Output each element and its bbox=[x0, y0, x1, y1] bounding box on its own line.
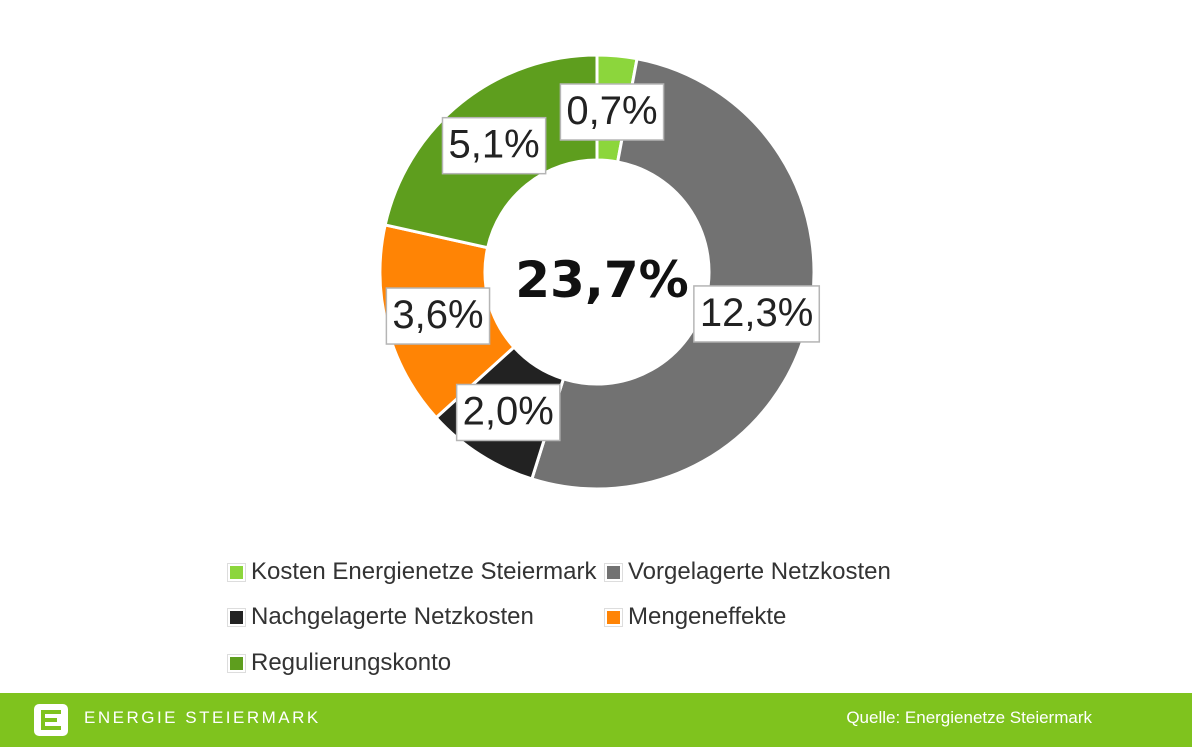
slice-label: 12,3% bbox=[693, 285, 821, 343]
legend-item-vorgelagerte-netzkosten: Vorgelagerte Netzkosten bbox=[605, 558, 891, 586]
svg-text:3,6%: 3,6% bbox=[392, 293, 483, 337]
svg-text:5,1%: 5,1% bbox=[448, 123, 539, 167]
center-total-label: 23,7% bbox=[515, 251, 688, 309]
legend-label: Mengeneffekte bbox=[628, 603, 787, 630]
legend-swatch bbox=[228, 654, 245, 672]
legend-item-kosten-energienetze: Kosten Energienetze Steiermark bbox=[228, 558, 597, 586]
slice-label: 2,0% bbox=[455, 383, 561, 442]
svg-text:0,7%: 0,7% bbox=[566, 89, 657, 133]
brand-name: ENERGIE STEIERMARK bbox=[84, 708, 321, 727]
legend-swatch bbox=[605, 563, 622, 581]
legend-label: Kosten Energienetze Steiermark bbox=[251, 558, 597, 585]
legend-label: Regulierungskonto bbox=[251, 649, 452, 676]
slice-label: 0,7% bbox=[559, 83, 665, 141]
svg-text:2,0%: 2,0% bbox=[463, 389, 554, 433]
legend-item-mengeneffekte: Mengeneffekte bbox=[605, 603, 786, 631]
slice-label: 5,1% bbox=[441, 116, 547, 175]
donut-chart: 0,7% 12,3% 2,0% 3,6% 5,1% 23,7% bbox=[378, 53, 821, 491]
legend-label: Nachgelagerte Netzkosten bbox=[251, 603, 534, 630]
energie-steiermark-logo-icon bbox=[34, 704, 68, 736]
donut-slice bbox=[529, 56, 816, 491]
legend-swatch bbox=[605, 608, 622, 626]
slice-labels-layer: 0,7% 12,3% 2,0% 3,6% 5,1% bbox=[385, 83, 821, 442]
legend-swatch bbox=[228, 608, 245, 626]
legend-item-nachgelagerte-netzkosten: Nachgelagerte Netzkosten bbox=[228, 603, 534, 631]
svg-text:12,3%: 12,3% bbox=[700, 291, 813, 335]
footer-bar: ENERGIE STEIERMARK Quelle: Energienetze … bbox=[0, 693, 1192, 747]
source-credit: Quelle: Energienetze Steiermark bbox=[846, 708, 1092, 727]
legend-swatch bbox=[228, 563, 245, 581]
legend-item-regulierungskonto: Regulierungskonto bbox=[228, 649, 451, 677]
slice-label: 3,6% bbox=[385, 287, 491, 345]
legend-label: Vorgelagerte Netzkosten bbox=[628, 558, 891, 585]
